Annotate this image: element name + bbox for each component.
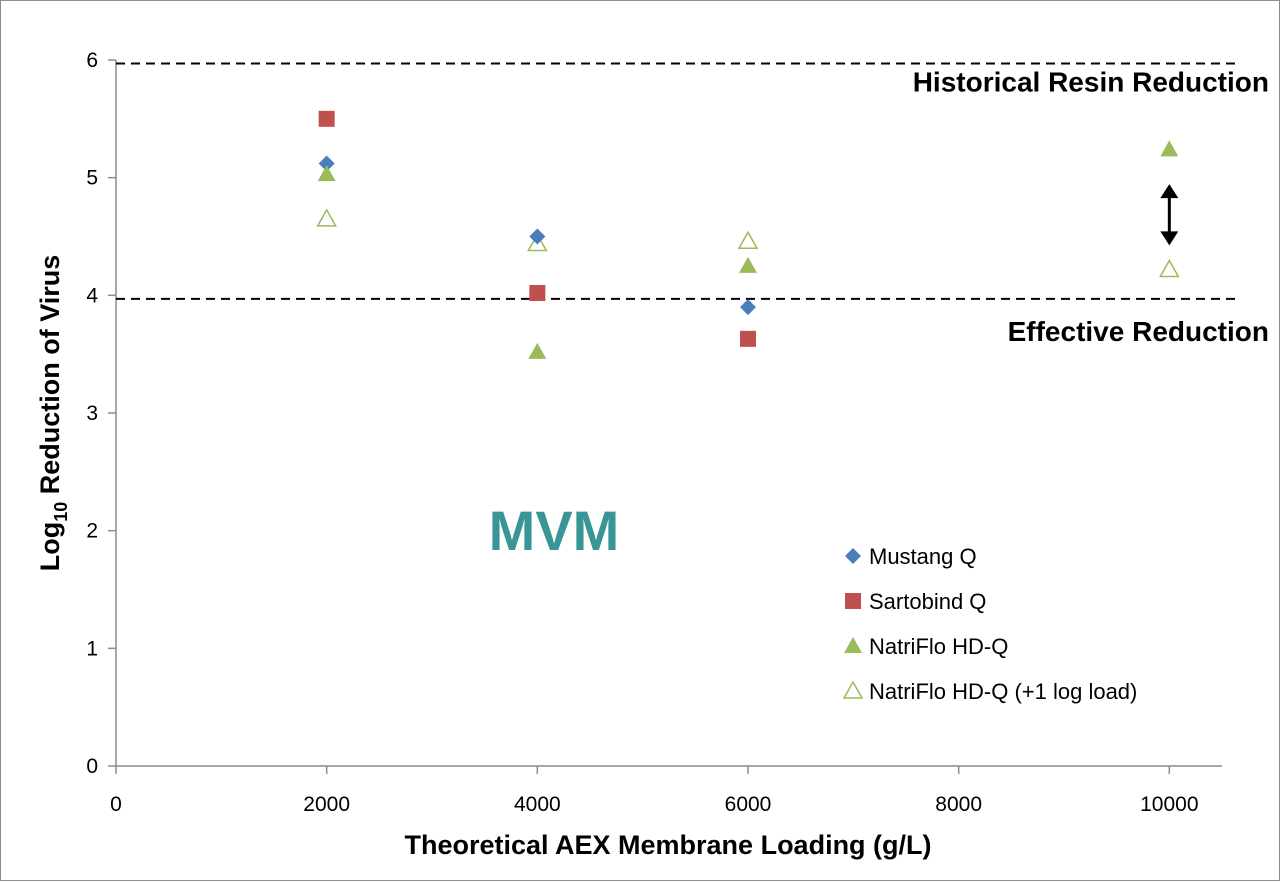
data-point — [316, 208, 337, 227]
y-axis-title: Log10 Reduction of Virus — [35, 255, 71, 572]
legend-marker — [842, 680, 864, 699]
legend-label: NatriFlo HD-Q (+1 log load) — [869, 679, 1137, 704]
y-tick-label: 3 — [86, 402, 98, 425]
y-tick-label: 2 — [86, 520, 98, 543]
data-point — [529, 228, 546, 245]
reference-line-label: Effective Reduction — [1008, 316, 1269, 347]
y-axis-title-main: Log — [35, 522, 65, 571]
y-axis-title-rest: Reduction of Virus — [35, 255, 65, 502]
data-point — [318, 155, 335, 172]
ticks: 0 1 2 3 4 5 6 0 2000 4000 6000 8000 10000 — [86, 49, 1198, 816]
x-tick-label: 10000 — [1140, 793, 1198, 816]
data-point — [1160, 140, 1179, 157]
virus-annotation: MVM — [489, 499, 620, 562]
legend: Mustang Q Sartobind Q NatriFlo HD-Q NatriFl… — [842, 544, 1137, 704]
x-tick-label: 6000 — [725, 793, 772, 816]
y-tick-label: 0 — [86, 755, 98, 778]
data-point — [740, 299, 756, 316]
x-tick-label: 2000 — [303, 793, 350, 816]
data-point — [740, 330, 756, 347]
y-tick-label: 5 — [86, 167, 98, 190]
legend-marker — [845, 593, 861, 609]
x-tick-label: 8000 — [935, 793, 982, 816]
data-point — [737, 230, 759, 249]
x-tick-label: 0 — [110, 793, 122, 816]
y-tick-label: 6 — [86, 49, 98, 72]
reference-lines: Historical Resin Reduction Effective Redu… — [116, 62, 1269, 347]
legend-marker — [845, 548, 861, 564]
double-arrow-head-down — [1160, 231, 1179, 246]
x-tick-label: 4000 — [514, 793, 561, 816]
legend-label: Sartobind Q — [869, 589, 986, 614]
data-point — [317, 165, 336, 182]
reference-line-label: Historical Resin Reduction — [913, 67, 1269, 98]
y-tick-label: 1 — [86, 637, 98, 660]
x-axis-title: Theoretical AEX Membrane Loading (g/L) — [404, 830, 931, 860]
double-arrow-head-up — [1160, 184, 1179, 199]
data-point — [1159, 258, 1180, 278]
legend-label: Mustang Q — [869, 544, 977, 569]
y-axis-title-subscript: 10 — [51, 502, 71, 522]
data-point — [318, 110, 335, 127]
data-marks — [316, 110, 1180, 359]
legend-label: NatriFlo HD-Q — [869, 634, 1008, 659]
axes — [115, 60, 1222, 767]
data-point — [528, 342, 547, 359]
data-point — [739, 256, 757, 273]
y-tick-label: 4 — [86, 284, 98, 307]
legend-marker — [844, 637, 862, 653]
data-point — [529, 284, 546, 301]
